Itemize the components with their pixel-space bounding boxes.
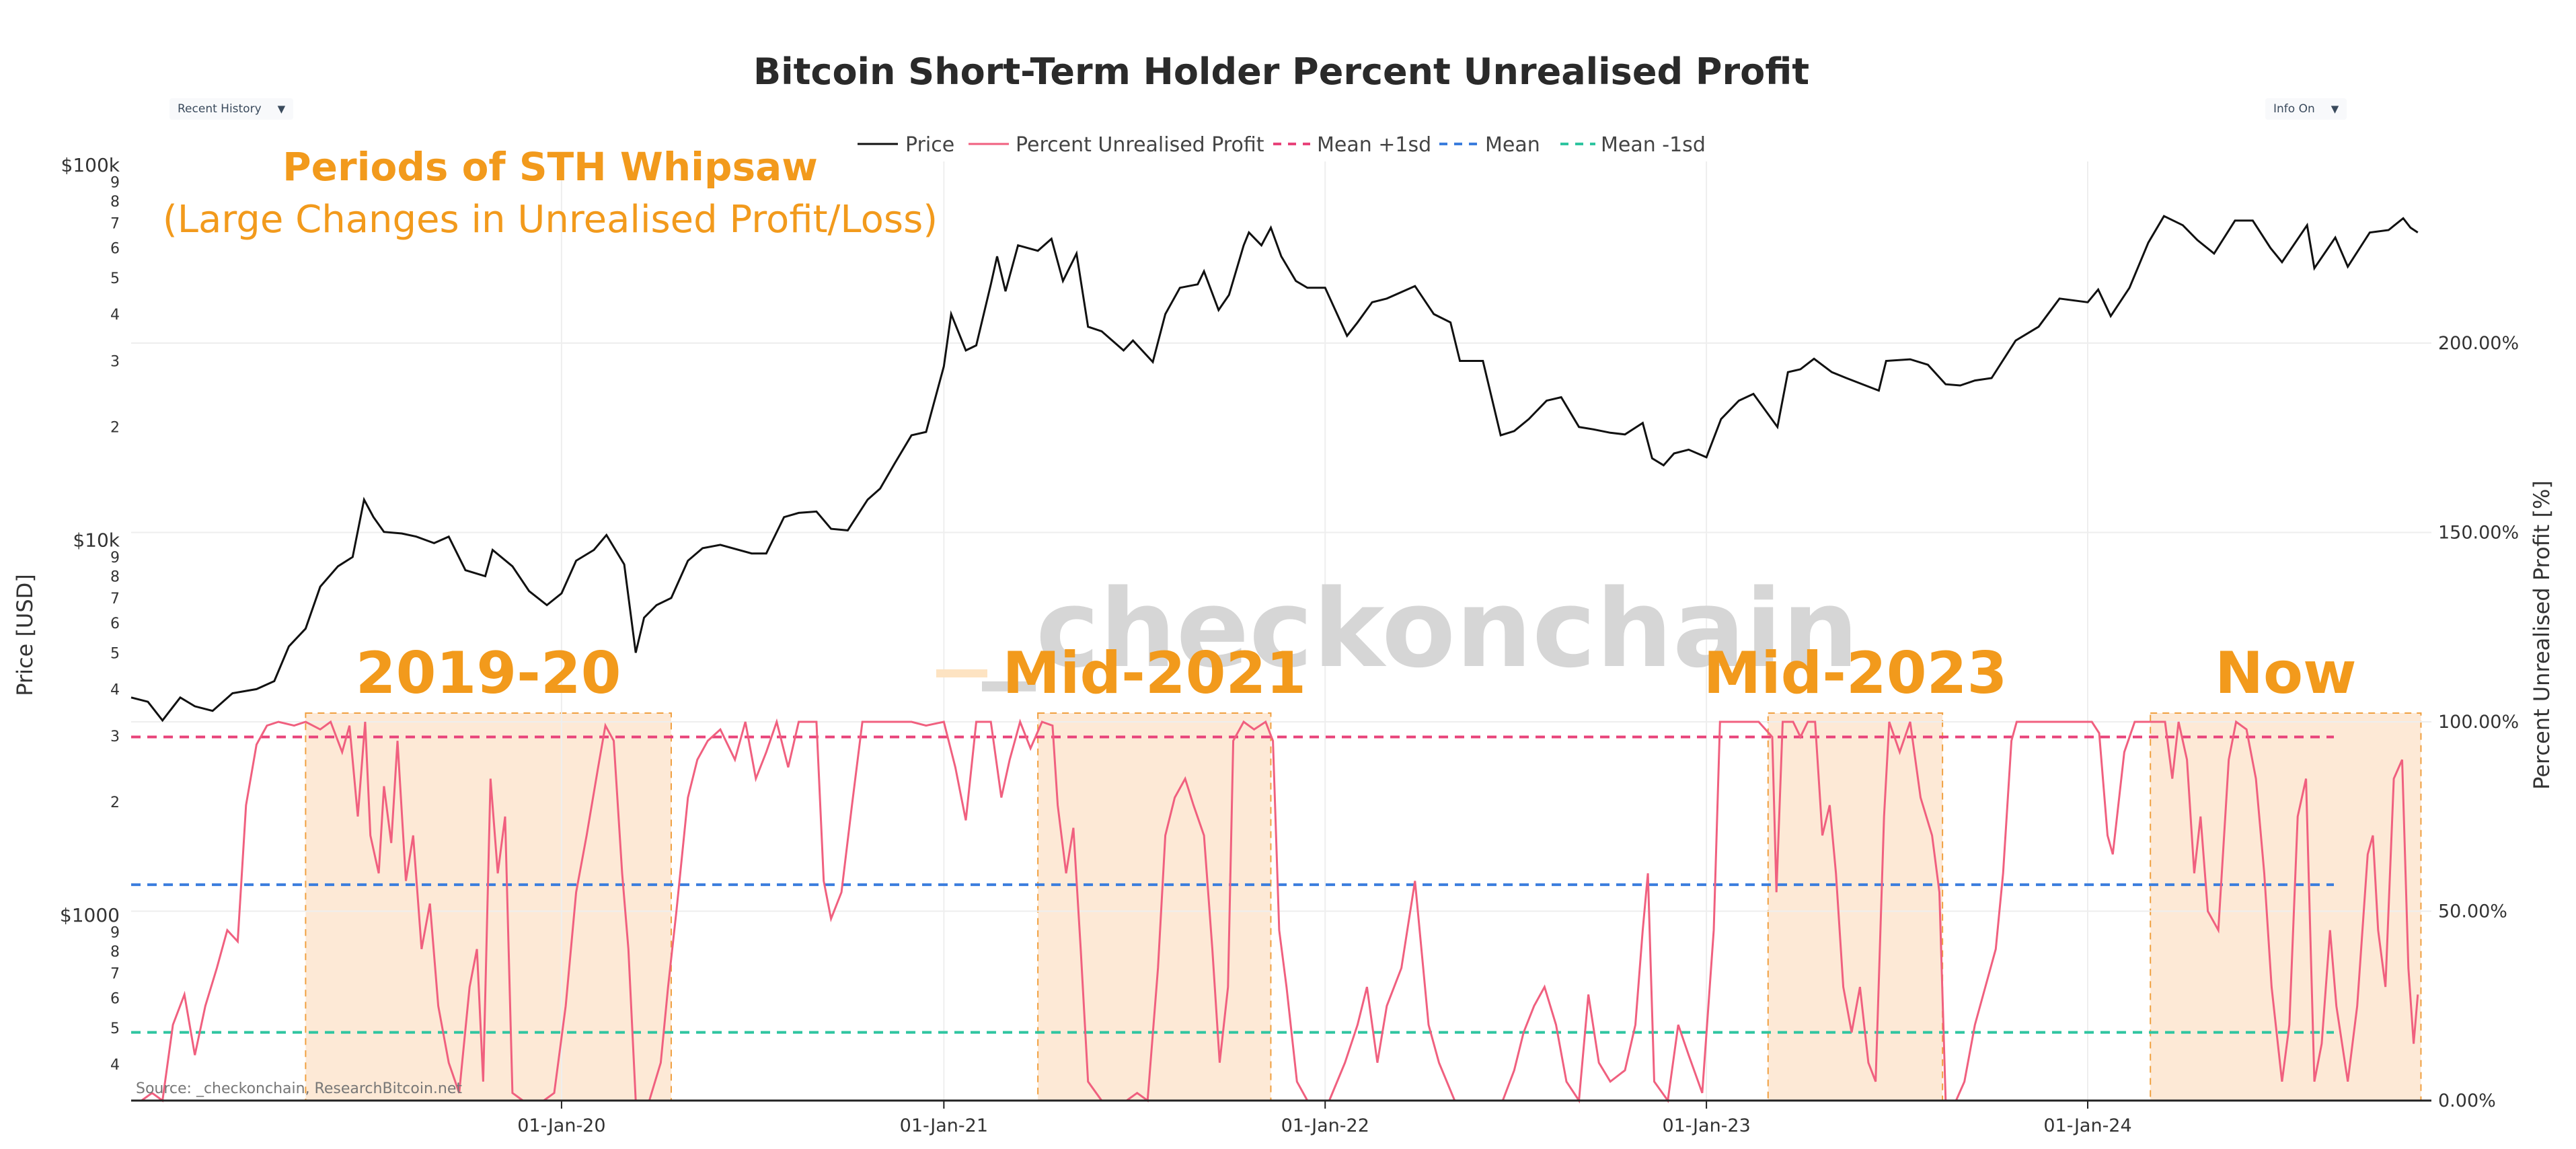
y-left-minor-tick-label: 7: [110, 215, 120, 232]
y-left-major-tick-label: $100k: [61, 154, 120, 176]
y-left-minor-tick-label: 5: [110, 1021, 120, 1037]
y-left-minor-tick-label: 6: [110, 616, 120, 632]
y-left-minor-tick-label: 2: [110, 420, 120, 437]
watermark-accent: [936, 669, 987, 677]
x-axis-ticks: 01-Jan-20 01-Jan-21 01-Jan-22 01-Jan-23 01-J…: [517, 1101, 2132, 1136]
y-left-minor-tick-label: 7: [110, 965, 120, 982]
highlight-label: Mid-2021: [1002, 640, 1306, 707]
y-left-major-tick-label: $1000: [60, 904, 120, 926]
y-left-axis-ticks: $1000 $10k $100k 4 5 6 7 8 9 2 3 4 5 6 7 8 9 9 8 7 6 5 4 3 2: [60, 154, 120, 1074]
y-left-minor-tick-label: 4: [110, 1057, 120, 1074]
y-right-tick-label: 150.00%: [2438, 523, 2519, 544]
y-left-minor-tick-label: 6: [110, 991, 120, 1008]
y-left-minor-tick-label: 6: [110, 241, 120, 258]
legend-label-mean-plus: Mean +1sd: [1317, 133, 1431, 157]
y-left-minor-tick-label: 5: [110, 645, 120, 662]
y-left-major-tick-label: $10k: [73, 529, 120, 552]
x-tick-label: 01-Jan-21: [900, 1115, 988, 1136]
highlight-periods: [305, 712, 2422, 1101]
series-percent-unrealised-profit: [131, 718, 2419, 1104]
highlight-rect: [2150, 712, 2422, 1101]
watermark: _checkonchain: [982, 566, 1859, 692]
y-left-minor-tick-label: 5: [110, 270, 120, 287]
highlight-label: Mid-2023: [1704, 640, 2008, 707]
y-left-minor-tick-label: 8: [110, 569, 120, 586]
y-left-minor-tick-label: 8: [110, 194, 120, 211]
series-price: [130, 215, 2419, 722]
y-left-minor-tick-label: 3: [110, 354, 120, 371]
y-left-minor-tick-label: 4: [110, 307, 120, 324]
annotation-subline: (Large Changes in Unrealised Profit/Loss…: [163, 198, 938, 242]
reference-lines: [131, 735, 2334, 1034]
highlight-rect: [1037, 712, 1272, 1101]
y-left-minor-tick-label: 8: [110, 944, 120, 961]
x-tick-label: 01-Jan-23: [1662, 1115, 1750, 1136]
annotation-headline: Periods of STH Whipsaw: [282, 144, 818, 190]
legend-label-mean: Mean: [1485, 133, 1540, 157]
y-left-minor-tick-label: 2: [110, 794, 120, 811]
legend-label-mean-minus: Mean -1sd: [1601, 133, 1706, 157]
x-tick-label: 01-Jan-24: [2043, 1115, 2131, 1136]
legend: Price Percent Unrealised Profit Mean +1s…: [858, 133, 1706, 157]
y-right-tick-label: 50.00%: [2438, 901, 2507, 922]
highlight-label: Now: [2215, 640, 2357, 707]
highlight-rect: [1767, 712, 1944, 1101]
chevron-down-icon: ▼: [2331, 103, 2339, 115]
y-left-minor-tick-label: 9: [110, 550, 120, 566]
legend-label-price: Price: [905, 133, 954, 157]
range-dropdown-label: Recent History: [178, 102, 262, 116]
legend-label-profit: Percent Unrealised Profit: [1016, 133, 1264, 157]
y-left-minor-tick-label: 3: [110, 729, 120, 745]
x-tick-label: 01-Jan-22: [1281, 1115, 1369, 1136]
y-right-tick-label: 0.00%: [2438, 1090, 2496, 1111]
y-right-axis-ticks: 0.00% 50.00% 100.00% 150.00% 200.00%: [2438, 333, 2519, 1111]
y-left-axis-label: Price [USD]: [12, 574, 38, 696]
y-right-axis-label: Percent Unrealised Profit [%]: [2529, 480, 2554, 790]
chevron-down-icon: ▼: [277, 103, 286, 115]
y-left-minor-tick-label: 9: [110, 925, 120, 942]
x-tick-label: 01-Jan-20: [517, 1115, 605, 1136]
source-note: Source: _checkonchain, ResearchBitcoin.n…: [136, 1080, 462, 1097]
chart-title: Bitcoin Short-Term Holder Percent Unreal…: [753, 50, 1809, 93]
y-left-minor-tick-label: 9: [110, 175, 120, 192]
range-dropdown-button[interactable]: Recent History ▼: [169, 98, 294, 120]
y-right-tick-label: 200.00%: [2438, 333, 2519, 354]
y-left-minor-tick-label: 7: [110, 591, 120, 607]
y-right-tick-label: 100.00%: [2438, 712, 2519, 733]
y-left-minor-tick-label: 4: [110, 681, 120, 698]
highlight-label: 2019-20: [356, 640, 621, 707]
highlight-labels: 2019-20 Mid-2021 Mid-2023 Now: [356, 640, 2357, 707]
info-dropdown-label: Info On: [2273, 102, 2315, 116]
info-dropdown-button[interactable]: Info On ▼: [2265, 98, 2347, 120]
